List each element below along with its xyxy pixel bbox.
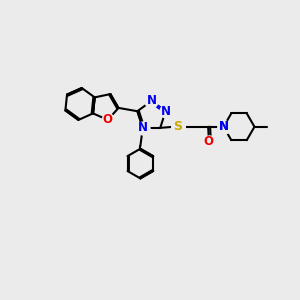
Text: N: N [138,121,148,134]
Text: S: S [173,120,182,133]
Text: N: N [219,120,229,133]
Text: O: O [103,113,113,126]
Text: N: N [219,120,229,133]
Text: N: N [146,94,157,107]
Text: N: N [160,105,171,118]
Text: O: O [204,135,214,148]
